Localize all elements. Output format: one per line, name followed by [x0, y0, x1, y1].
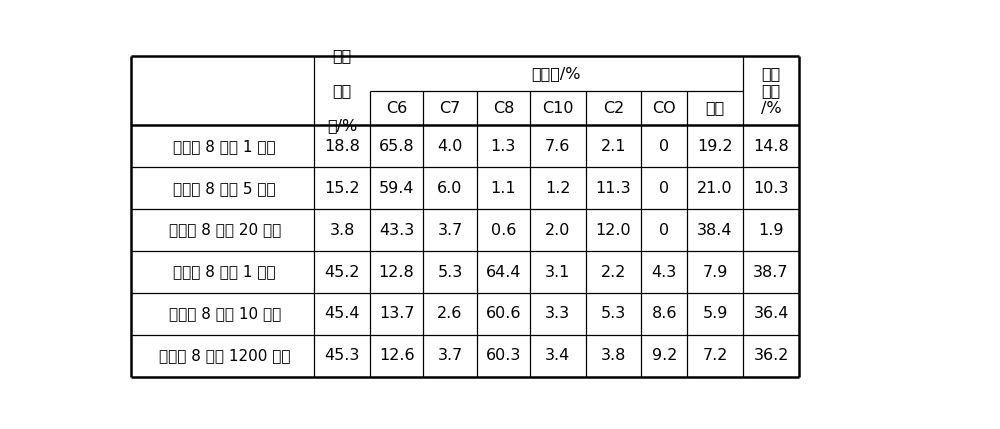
Text: 59.4: 59.4 — [379, 181, 414, 196]
Text: 13.7: 13.7 — [379, 306, 414, 321]
Text: 对比例 8 反应 20 小时: 对比例 8 反应 20 小时 — [169, 223, 281, 238]
Text: 0: 0 — [659, 223, 669, 238]
Text: 14.8: 14.8 — [753, 139, 789, 154]
Text: C8: C8 — [493, 101, 514, 115]
Text: C6: C6 — [386, 101, 407, 115]
Text: 1.3: 1.3 — [491, 139, 516, 154]
Text: 5.9: 5.9 — [702, 306, 728, 321]
Text: C7: C7 — [439, 101, 461, 115]
Text: 60.6: 60.6 — [486, 306, 521, 321]
Text: 7.6: 7.6 — [545, 139, 571, 154]
Text: 3.7: 3.7 — [437, 348, 463, 363]
Text: 19.2: 19.2 — [697, 139, 733, 154]
Text: 43.3: 43.3 — [379, 223, 414, 238]
Text: 64.4: 64.4 — [486, 265, 521, 280]
Text: C10: C10 — [542, 101, 574, 115]
Text: 2.6: 2.6 — [437, 306, 463, 321]
Text: 5.3: 5.3 — [601, 306, 626, 321]
Text: 18.8: 18.8 — [324, 139, 360, 154]
Text: 3.4: 3.4 — [545, 348, 570, 363]
Text: 2.1: 2.1 — [601, 139, 626, 154]
Text: 3.3: 3.3 — [545, 306, 570, 321]
Text: C2: C2 — [603, 101, 624, 115]
Text: 0: 0 — [659, 181, 669, 196]
Text: 60.3: 60.3 — [486, 348, 521, 363]
Text: 45.3: 45.3 — [324, 348, 360, 363]
Text: 4.3: 4.3 — [652, 265, 677, 280]
Text: 4.0: 4.0 — [437, 139, 463, 154]
Text: 积碳: 积碳 — [705, 101, 725, 115]
Text: 36.2: 36.2 — [753, 348, 789, 363]
Text: 15.2: 15.2 — [324, 181, 360, 196]
Text: 6.0: 6.0 — [437, 181, 463, 196]
Text: 7.2: 7.2 — [702, 348, 728, 363]
Text: 5.3: 5.3 — [437, 265, 463, 280]
Text: 对比例 8 反应 5 小时: 对比例 8 反应 5 小时 — [173, 181, 276, 196]
Text: 3.1: 3.1 — [545, 265, 571, 280]
Text: 65.8: 65.8 — [379, 139, 414, 154]
Text: 8.6: 8.6 — [652, 306, 677, 321]
Text: 甲烷

转化

率/%: 甲烷 转化 率/% — [327, 48, 357, 133]
Text: 45.2: 45.2 — [324, 265, 360, 280]
Text: 实施例 8 反应 1 小时: 实施例 8 反应 1 小时 — [173, 265, 276, 280]
Text: 38.4: 38.4 — [697, 223, 733, 238]
Text: 12.8: 12.8 — [379, 265, 414, 280]
Text: 12.6: 12.6 — [379, 348, 414, 363]
Text: 3.8: 3.8 — [601, 348, 626, 363]
Text: 选择性/%: 选择性/% — [532, 66, 581, 81]
Text: 38.7: 38.7 — [753, 265, 789, 280]
Text: 36.4: 36.4 — [753, 306, 789, 321]
Text: 2.0: 2.0 — [545, 223, 571, 238]
Text: 3.8: 3.8 — [329, 223, 355, 238]
Text: 1.2: 1.2 — [545, 181, 571, 196]
Text: 3.7: 3.7 — [437, 223, 463, 238]
Text: 0.6: 0.6 — [491, 223, 516, 238]
Text: 21.0: 21.0 — [697, 181, 733, 196]
Text: 12.0: 12.0 — [596, 223, 631, 238]
Text: 2.2: 2.2 — [601, 265, 626, 280]
Text: 0: 0 — [659, 139, 669, 154]
Text: 9.2: 9.2 — [652, 348, 677, 363]
Text: 11.3: 11.3 — [596, 181, 631, 196]
Text: 实施例 8 反应 10 小时: 实施例 8 反应 10 小时 — [169, 306, 281, 321]
Text: 1.9: 1.9 — [758, 223, 784, 238]
Text: 实施例 8 反应 1200 小时: 实施例 8 反应 1200 小时 — [159, 348, 290, 363]
Text: 芳烃
收率
/%: 芳烃 收率 /% — [761, 66, 781, 116]
Text: 对比例 8 反应 1 小时: 对比例 8 反应 1 小时 — [173, 139, 276, 154]
Text: CO: CO — [652, 101, 676, 115]
Text: 45.4: 45.4 — [324, 306, 360, 321]
Text: 7.9: 7.9 — [702, 265, 728, 280]
Text: 1.1: 1.1 — [491, 181, 516, 196]
Text: 10.3: 10.3 — [753, 181, 789, 196]
